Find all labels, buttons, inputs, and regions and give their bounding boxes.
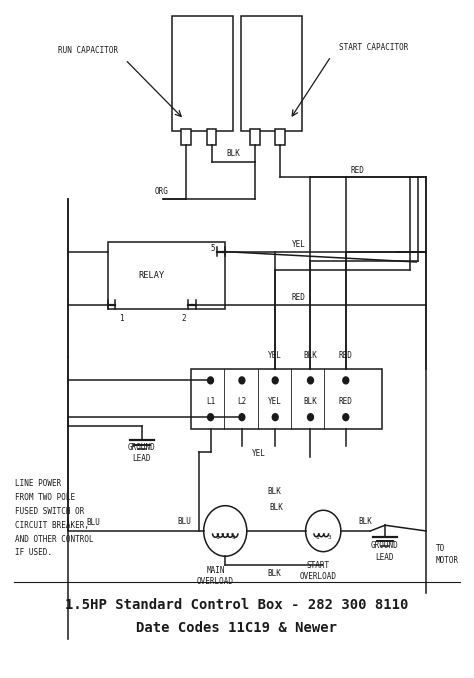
Text: START: START	[307, 561, 330, 570]
Text: OVERLOAD: OVERLOAD	[300, 572, 337, 582]
Text: LINE POWER: LINE POWER	[15, 479, 61, 488]
Circle shape	[272, 414, 278, 420]
Circle shape	[239, 414, 245, 420]
Bar	[173, 16, 233, 131]
Text: ORG: ORG	[155, 187, 168, 197]
Text: 2: 2	[182, 314, 186, 323]
Bar	[275, 129, 285, 144]
Circle shape	[239, 377, 245, 384]
Text: MOTOR: MOTOR	[436, 557, 459, 565]
Text: IF USED.: IF USED.	[15, 549, 52, 557]
Circle shape	[272, 377, 278, 384]
Text: 1.5HP Standard Control Box - 282 300 8110: 1.5HP Standard Control Box - 282 300 811…	[65, 597, 409, 612]
Text: RED: RED	[339, 397, 353, 405]
Bar	[241, 16, 301, 131]
Circle shape	[308, 414, 313, 420]
Bar	[250, 129, 260, 144]
Circle shape	[343, 414, 349, 420]
Text: BLK: BLK	[226, 149, 240, 159]
Text: AND OTHER CONTROL: AND OTHER CONTROL	[15, 534, 93, 544]
Text: TO: TO	[436, 544, 445, 553]
Text: GROUND: GROUND	[371, 542, 399, 551]
Text: 3: 3	[327, 536, 331, 540]
Bar	[191, 369, 382, 428]
Text: Date Codes 11C19 & Newer: Date Codes 11C19 & Newer	[137, 620, 337, 635]
Text: YEL: YEL	[268, 397, 282, 405]
Text: CIRCUIT BREAKER,: CIRCUIT BREAKER,	[15, 521, 89, 530]
Text: BLU: BLU	[86, 519, 100, 527]
Text: L1: L1	[206, 397, 215, 405]
Text: RELAY: RELAY	[138, 271, 165, 280]
Bar	[207, 129, 217, 144]
Text: OVERLOAD: OVERLOAD	[197, 577, 234, 586]
Bar	[181, 129, 191, 144]
Text: YEL: YEL	[268, 351, 282, 359]
Text: BLU: BLU	[177, 517, 191, 526]
Text: YEL: YEL	[292, 240, 306, 250]
Text: 1: 1	[119, 314, 124, 323]
Text: BLK: BLK	[267, 569, 281, 578]
Text: 5: 5	[211, 243, 216, 253]
Circle shape	[308, 377, 313, 384]
Text: LEAD: LEAD	[376, 553, 394, 562]
Text: BLK: BLK	[303, 351, 318, 359]
Text: FROM TWO POLE: FROM TWO POLE	[15, 493, 75, 502]
Text: 3: 3	[231, 536, 235, 540]
Text: GROUND: GROUND	[128, 443, 156, 452]
Text: RED: RED	[339, 351, 353, 359]
Text: MAIN: MAIN	[206, 565, 225, 574]
Circle shape	[208, 414, 213, 420]
Text: YEL: YEL	[252, 450, 265, 458]
Text: 1: 1	[216, 536, 219, 540]
Circle shape	[208, 377, 213, 384]
Text: BLK: BLK	[269, 504, 283, 513]
Text: RUN CAPACITOR: RUN CAPACITOR	[58, 46, 118, 55]
Text: RED: RED	[351, 165, 365, 174]
Text: 1: 1	[316, 536, 319, 540]
Text: L2: L2	[237, 397, 246, 405]
Text: START CAPACITOR: START CAPACITOR	[339, 43, 408, 52]
Text: RED: RED	[292, 293, 306, 302]
Text: BLK: BLK	[358, 517, 372, 526]
Circle shape	[343, 377, 349, 384]
Bar	[108, 243, 225, 309]
Text: BLK: BLK	[267, 487, 281, 496]
Text: FUSED SWITCH OR: FUSED SWITCH OR	[15, 507, 84, 516]
Text: LEAD: LEAD	[133, 454, 151, 463]
Text: BLK: BLK	[303, 397, 318, 405]
